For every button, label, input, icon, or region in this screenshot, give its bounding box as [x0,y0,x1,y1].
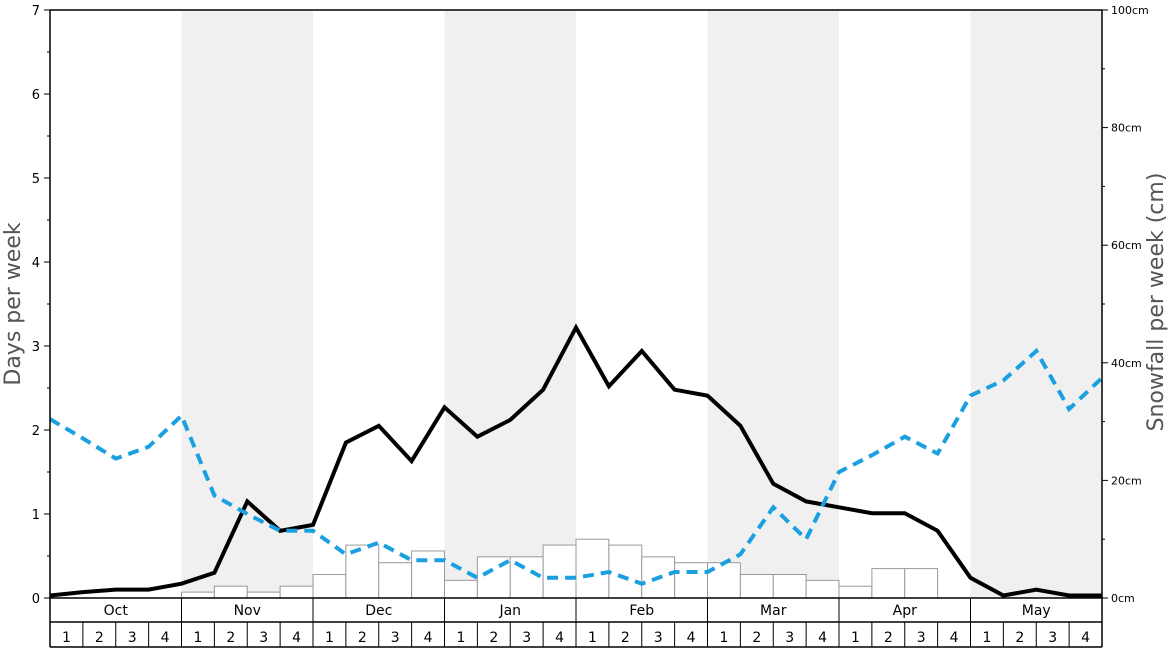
week-label: 1 [456,630,465,646]
week-label: 2 [226,630,235,646]
week-label: 1 [982,630,991,646]
month-label: Apr [893,603,917,619]
left-tick-label: 3 [32,340,40,355]
snowfall-bar [838,585,873,599]
week-label: 3 [128,630,137,646]
right-tick-label: 40cm [1111,357,1142,370]
week-label: 1 [193,630,202,646]
dashed-line-series [48,347,1104,586]
week-label: 1 [325,630,334,646]
snowfall-bar [674,562,708,599]
week-label: 2 [1015,630,1024,646]
left-tick-label: 1 [32,508,40,523]
week-label: 4 [687,630,696,646]
right-tick-label: 20cm [1111,474,1142,487]
snowfall-bar [312,573,347,599]
shaded-band [181,10,313,598]
month-label: Dec [365,603,392,619]
week-label: 2 [884,630,893,646]
week-label: 3 [654,630,663,646]
left-tick-label: 4 [32,256,40,271]
week-label: 4 [818,630,827,646]
week-label: 4 [950,630,959,646]
week-label: 3 [391,630,400,646]
week-label: 4 [292,630,301,646]
week-label: 1 [62,630,71,646]
week-label: 1 [719,630,728,646]
week-label: 3 [917,630,926,646]
snowfall-bar [181,591,215,599]
month-label: Jan [498,603,521,619]
month-label: May [1022,603,1051,619]
left-tick-label: 7 [32,4,40,19]
snowfall-bar [444,579,478,599]
week-label: 2 [95,630,104,646]
shaded-band [444,10,576,598]
shaded-band [970,10,1102,598]
snowfall-bar [542,544,577,599]
week-label: 2 [358,630,367,646]
shaded-band [707,10,839,598]
left-tick-label: 0 [32,592,40,607]
right-tick-label: 0cm [1111,592,1135,605]
week-label: 3 [1048,630,1057,646]
snowfall-bar [411,550,445,599]
month-label: Mar [760,603,787,619]
solid-line-series [49,323,1102,598]
snowfall-bar [575,538,610,599]
snowfall-bar [608,544,643,599]
left-tick-label: 5 [32,172,40,187]
right-tick-label: 80cm [1111,122,1142,135]
week-label: 1 [588,630,597,646]
snowfall-bar [871,568,906,599]
left-tick-label: 6 [32,88,40,103]
snowfall-bar [772,573,807,599]
right-tick-label: 60cm [1111,239,1142,252]
left-axis-title: Days per week [1,222,26,385]
week-label: 2 [489,630,498,646]
week-label: 3 [785,630,794,646]
snowfall-bar [805,579,840,599]
snowfall-bar [246,591,281,599]
right-axis-title: Snowfall per week (cm) [1144,173,1168,432]
snowfall-bar [279,585,314,599]
snowfall-bar [378,562,413,599]
week-label: 4 [1081,630,1090,646]
week-label: 3 [522,630,531,646]
week-label: 4 [161,630,170,646]
week-label: 4 [424,630,433,646]
month-label: Nov [234,603,261,619]
week-label: 3 [259,630,268,646]
snowfall-bar [904,568,939,599]
snowfall-bar [739,573,774,599]
month-label: Oct [104,603,129,619]
left-tick-label: 2 [32,424,40,439]
month-label: Feb [629,603,654,619]
week-label: 4 [555,630,564,646]
week-label: 2 [752,630,761,646]
week-label: 2 [621,630,630,646]
snowfall-bar [213,585,248,599]
right-tick-label: 100cm [1111,4,1149,17]
week-label: 1 [851,630,860,646]
